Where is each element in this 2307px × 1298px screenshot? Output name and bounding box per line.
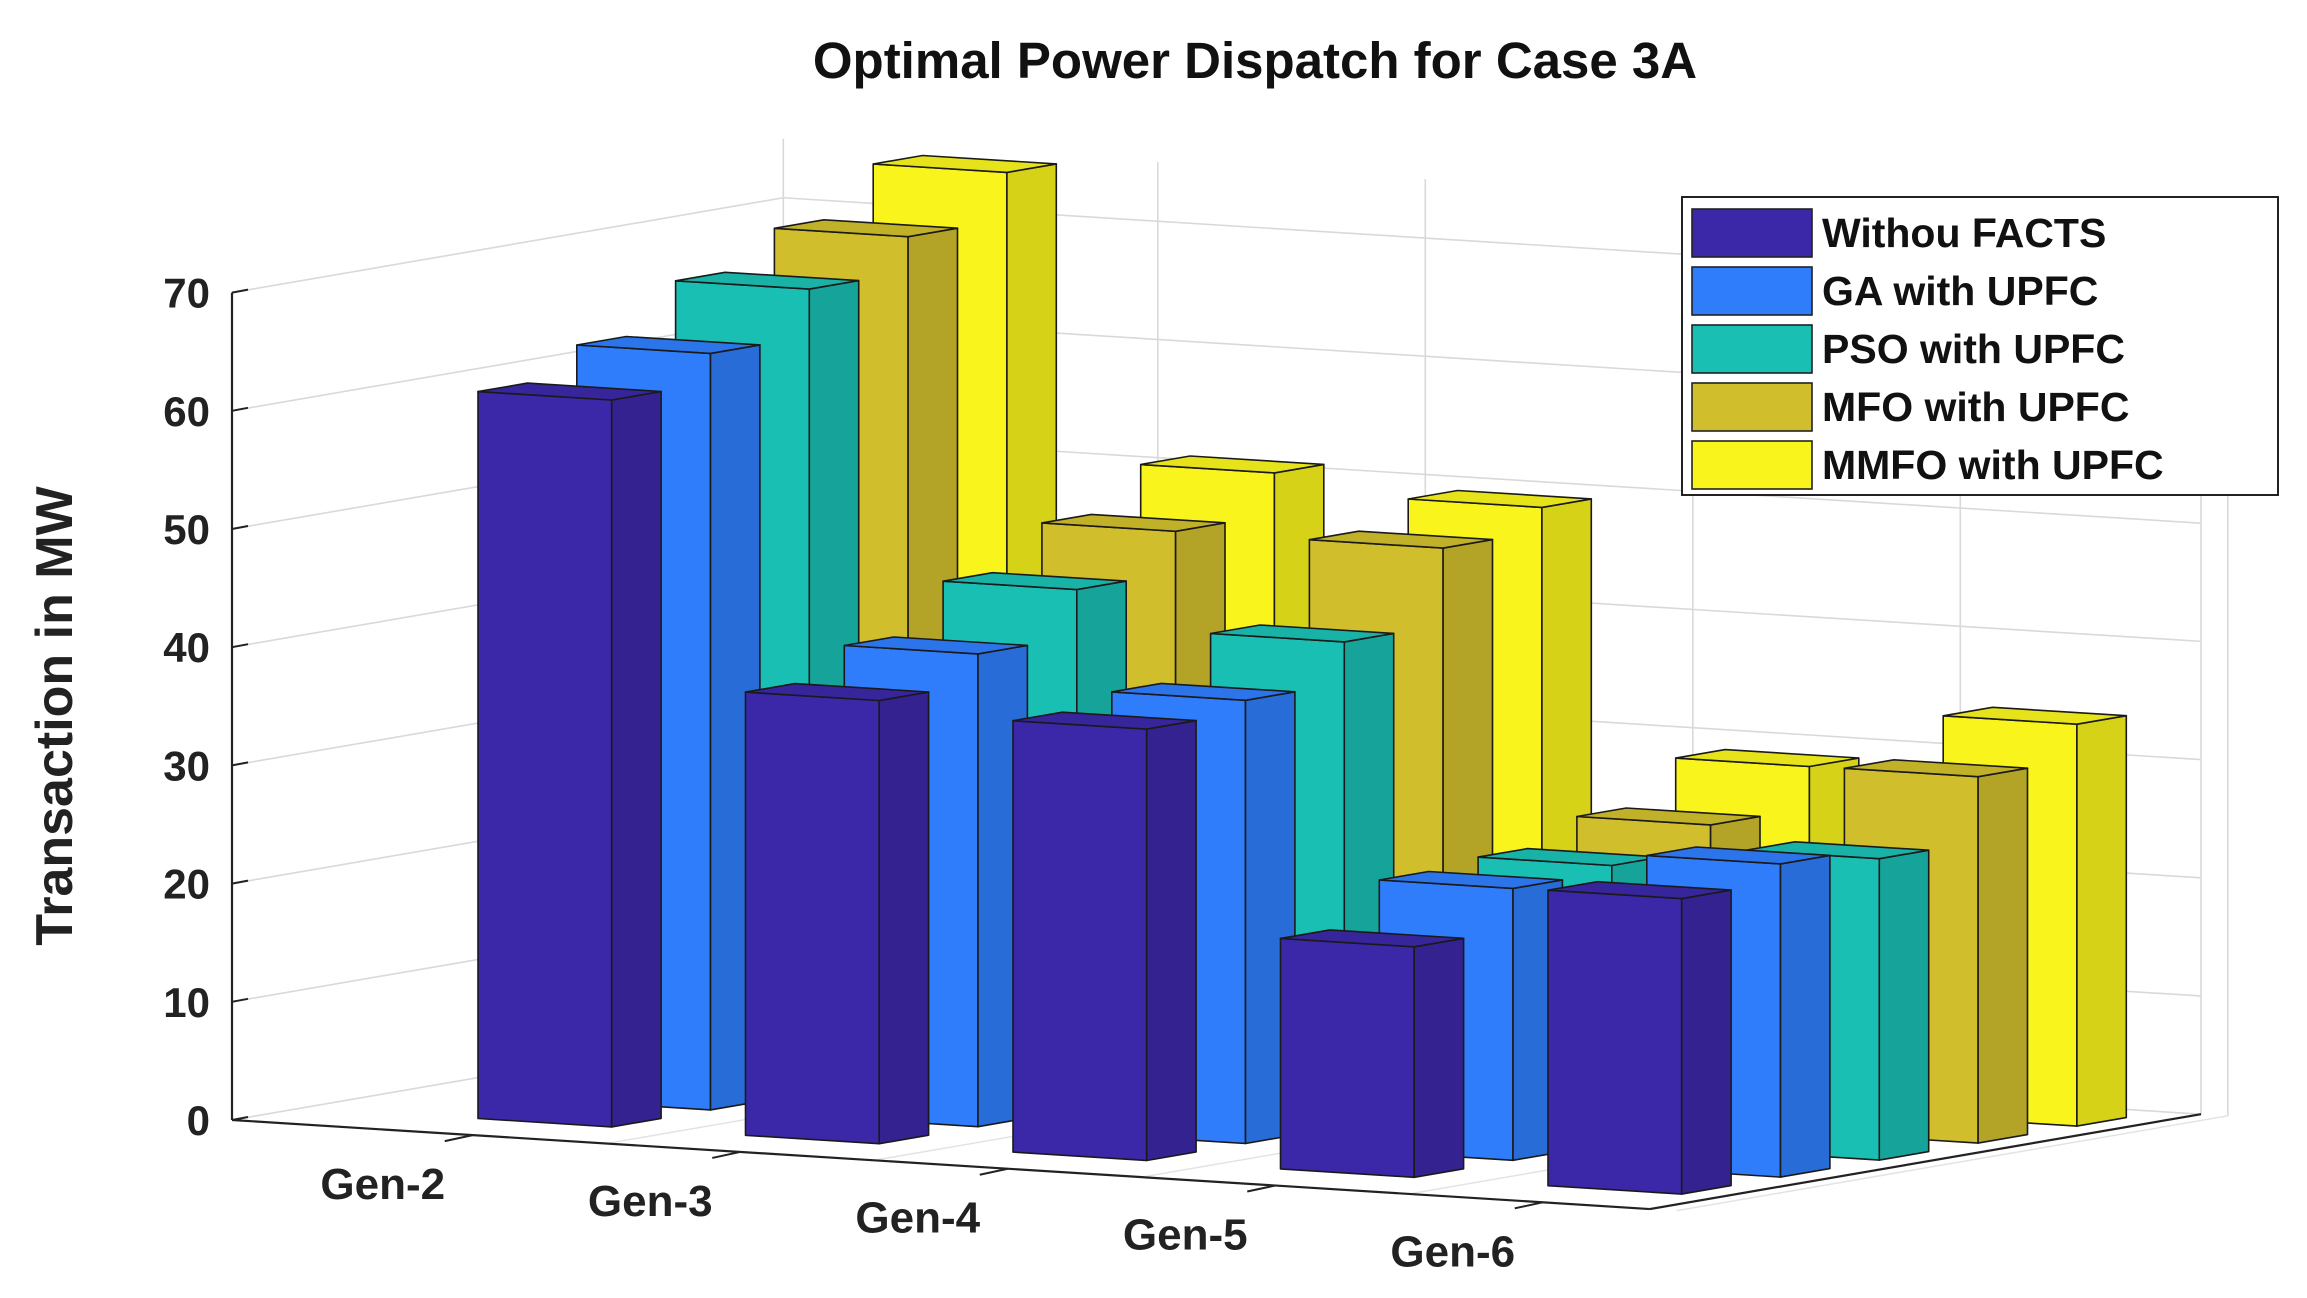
bar-side-face <box>1680 889 1732 1195</box>
y-tick-1 <box>231 997 249 1003</box>
bar-top-face <box>744 682 930 702</box>
axis-layer: 0 10 20 30 40 50 60 70 Gen-2 Gen-3 Gen-4 Gen-5 Gen-6 <box>163 270 2202 1276</box>
y-tick-label-6: 60 <box>163 388 210 435</box>
y-tick-label-2: 20 <box>163 861 210 908</box>
y-axis-label: Transaction in MW <box>26 485 84 945</box>
y-tick-label-0: 0 <box>187 1097 210 1144</box>
bar-top-face <box>1279 929 1465 948</box>
legend-entry-2: PSO with UPFC <box>1822 326 2125 372</box>
bar-withou-facts-gen-6 <box>1547 880 1732 1195</box>
bar-top-face <box>1843 758 2029 778</box>
depth-axis-line <box>1649 1113 2202 1211</box>
bar-top-face <box>1576 807 1761 826</box>
bar-top-face <box>1407 489 1593 509</box>
bar-top-face <box>1041 513 1226 533</box>
y-tick-0 <box>231 1116 249 1121</box>
bar-front-face <box>477 390 613 1128</box>
legend-entry-1: GA with UPFC <box>1822 268 2098 314</box>
bar-top-face <box>1209 624 1395 643</box>
bar-top-face <box>674 271 860 290</box>
x-tick-label-3: Gen-5 <box>1123 1211 1248 1260</box>
legend-entry-4: MMFO with UPFC <box>1822 442 2164 488</box>
x-tick-3 <box>1247 1184 1276 1193</box>
bar-top-face <box>843 636 1029 655</box>
legend-swatch-2 <box>1691 324 1813 374</box>
y-tick-7 <box>231 288 249 294</box>
y-tick-label-1: 10 <box>163 979 210 1026</box>
legend-entry-3: MFO with UPFC <box>1822 384 2129 430</box>
bar-front-face <box>1012 719 1148 1162</box>
bar-front-face <box>1547 889 1683 1195</box>
bar-top-face <box>773 219 959 238</box>
x-tick-label-1: Gen-3 <box>588 1177 713 1226</box>
bar-side-face <box>1779 854 1831 1178</box>
legend-entry-0: Withou FACTS <box>1822 210 2106 256</box>
bar-top-face <box>1744 840 1930 860</box>
x-tick-label-0: Gen-2 <box>320 1160 445 1209</box>
bar-top-face <box>477 382 662 401</box>
y-tick-label-5: 50 <box>163 506 210 553</box>
x-tick-0 <box>444 1134 473 1143</box>
bar-top-face <box>575 335 761 355</box>
chart-title: Optimal Power Dispatch for Case 3A <box>813 32 1697 89</box>
x-tick-1 <box>712 1150 741 1159</box>
bar-top-face <box>1139 455 1325 474</box>
legend-swatch-3 <box>1691 382 1813 432</box>
bar-top-face <box>942 571 1127 591</box>
bar-side-face <box>1878 849 1930 1161</box>
bar-side-face <box>1977 767 2029 1144</box>
y-tick-label-4: 40 <box>163 624 210 671</box>
bar-side-face <box>2076 714 2128 1127</box>
bar-withou-facts-gen-3 <box>744 682 930 1145</box>
bar-side-face <box>1145 719 1197 1162</box>
bars-layer <box>477 154 2128 1195</box>
y-tick-label-3: 30 <box>163 742 210 789</box>
x-tick-label-2: Gen-4 <box>855 1194 980 1243</box>
y-tick-label-7: 70 <box>163 270 210 317</box>
bar-top-face <box>1111 682 1296 702</box>
x-tick-4 <box>1514 1201 1543 1210</box>
bar-top-face <box>1942 706 2128 726</box>
bar-top-face <box>1378 870 1564 890</box>
bar-top-face <box>1674 748 1860 768</box>
side-grid-line-7 <box>231 196 784 294</box>
floor-grid-line-5 <box>1676 1115 2228 1212</box>
bar-top-face <box>872 154 1058 174</box>
bar-side-face <box>610 390 662 1128</box>
y-tick-3 <box>231 761 249 767</box>
bar-withou-facts-gen-5 <box>1279 929 1465 1179</box>
x-axis-line <box>231 1118 1650 1211</box>
legend-swatch-4 <box>1691 440 1813 490</box>
legend-swatch-1 <box>1691 266 1813 316</box>
bar-side-face <box>1413 937 1465 1179</box>
bar-front-face <box>1279 937 1415 1179</box>
y-tick-5 <box>231 525 249 530</box>
bar-top-face <box>1646 846 1831 865</box>
legend-swatch-0 <box>1691 208 1813 258</box>
bar-withou-facts-gen-2 <box>477 382 662 1128</box>
y-tick-2 <box>231 879 249 885</box>
bar-top-face <box>1547 880 1732 900</box>
x-tick-label-4: Gen-6 <box>1390 1227 1515 1276</box>
y-tick-4 <box>231 643 249 649</box>
bar-top-face <box>1012 711 1197 730</box>
bar-top-face <box>1308 530 1494 549</box>
legend: Withou FACTS GA with UPFC PSO with UPFC MFO… <box>1681 196 2279 496</box>
y-tick-6 <box>231 406 249 412</box>
bar-front-face <box>744 691 881 1145</box>
x-tick-2 <box>979 1167 1008 1176</box>
bar-side-face <box>878 691 930 1145</box>
bar-withou-facts-gen-4 <box>1012 711 1197 1162</box>
